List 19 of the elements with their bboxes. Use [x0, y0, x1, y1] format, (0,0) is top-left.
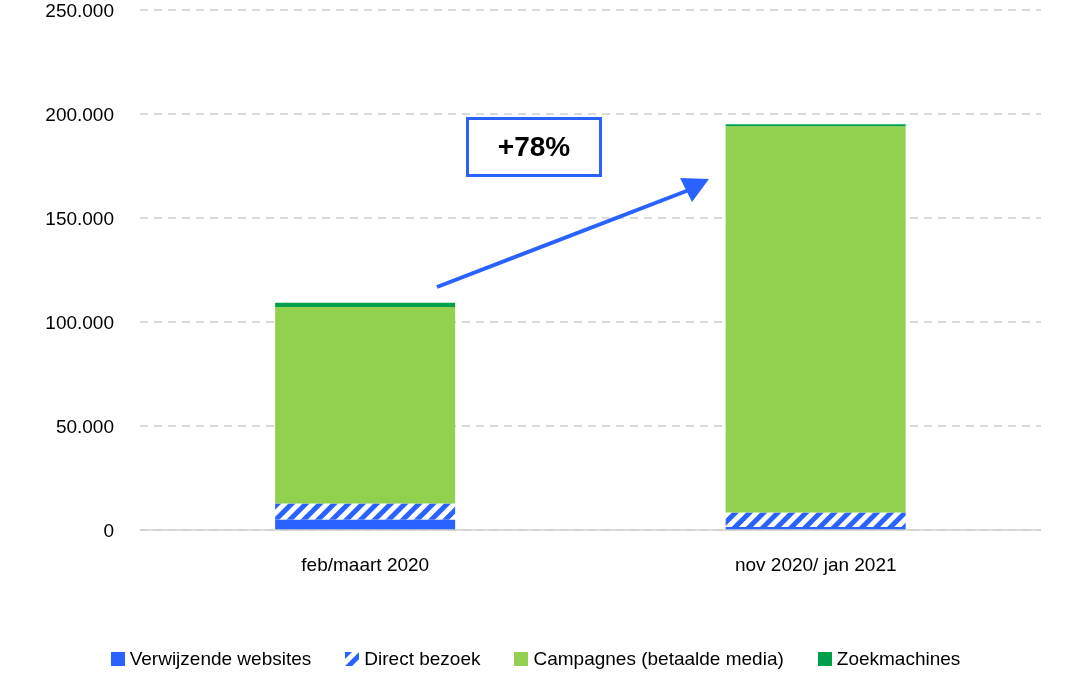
legend-label: Zoekmachines [836, 648, 961, 670]
x-tick-label: feb/maart 2020 [301, 554, 430, 576]
y-tick-label: 50.000 [55, 415, 114, 437]
bar [275, 302, 456, 308]
y-tick-label: 250.000 [45, 0, 114, 21]
legend-label: Verwijzende websites [129, 648, 312, 670]
x-tick-label: nov 2020/ jan 2021 [734, 554, 897, 576]
bar [275, 503, 456, 520]
bar [725, 124, 906, 127]
y-tick-label: 150.000 [45, 207, 114, 229]
y-tick-label: 100.000 [45, 311, 114, 333]
legend-label: Direct bezoek [364, 648, 481, 670]
y-tick-label: 0 [103, 519, 114, 541]
bar [725, 512, 906, 527]
bar [725, 126, 906, 513]
legend-label: Campagnes (betaalde media) [533, 648, 784, 670]
annotation: +78% [466, 117, 602, 177]
bar [275, 307, 456, 504]
y-tick-label: 200.000 [45, 103, 114, 125]
